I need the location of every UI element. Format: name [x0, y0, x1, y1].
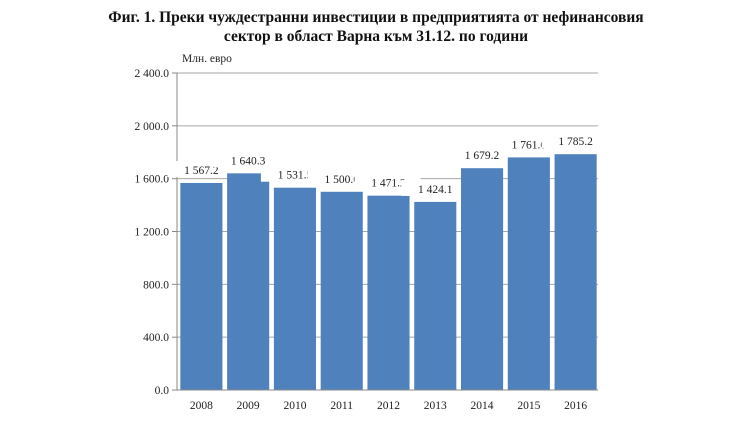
data-label: 1 471.2 — [371, 178, 406, 190]
data-label: 1 531.5 — [278, 170, 313, 182]
title-line-2: сектор в област Варна към 31.12. по годи… — [223, 28, 529, 45]
data-label-bg — [401, 179, 468, 196]
data-label: 1 640.3 — [231, 155, 266, 167]
x-tick-label: 2011 — [330, 400, 353, 412]
bar-2011 — [320, 191, 363, 390]
data-label: 1 761.0 — [512, 139, 547, 151]
bar-2015 — [507, 157, 550, 390]
x-tick-label: 2010 — [283, 400, 306, 412]
y-tick-label: 400.0 — [143, 332, 169, 344]
y-tick-label: 0.0 — [155, 385, 170, 397]
bar-2013 — [414, 201, 457, 390]
bar-2008 — [180, 182, 223, 390]
y-tick-label: 1 600.0 — [135, 174, 170, 186]
data-label: 1 500.6 — [324, 174, 359, 186]
bar-2014 — [461, 168, 504, 390]
chart-title: Фиг. 1. Преки чуждестранни инвестиции в … — [0, 8, 752, 46]
bar-2012 — [367, 195, 410, 390]
y-tick-label: 800.0 — [143, 279, 169, 291]
x-tick-label: 2016 — [564, 400, 587, 412]
x-tick-label: 2008 — [190, 400, 213, 412]
title-line-1: Фиг. 1. Преки чуждестранни инвестиции в … — [108, 9, 644, 26]
data-label: 1 679.2 — [465, 150, 500, 162]
x-tick-label: 2012 — [377, 400, 400, 412]
data-label-bg — [214, 151, 281, 168]
data-label: 1 785.2 — [558, 136, 593, 148]
bar-2009 — [227, 173, 270, 390]
x-tick-label: 2014 — [471, 400, 494, 412]
x-tick-label: 2015 — [517, 400, 540, 412]
data-label: 1 424.1 — [418, 184, 453, 196]
y-tick-label: 2 000.0 — [135, 121, 170, 133]
y-tick-label: 2 400.0 — [135, 68, 170, 80]
y-tick-label: 1 200.0 — [135, 227, 170, 239]
data-label-bg — [541, 132, 608, 149]
data-label: 1 567.2 — [184, 165, 219, 177]
x-tick-label: 2013 — [424, 400, 447, 412]
bar-2010 — [273, 187, 316, 390]
x-tick-label: 2009 — [237, 400, 260, 412]
y-axis-label: Млн. евро — [182, 53, 232, 65]
bar-2016 — [554, 154, 597, 390]
